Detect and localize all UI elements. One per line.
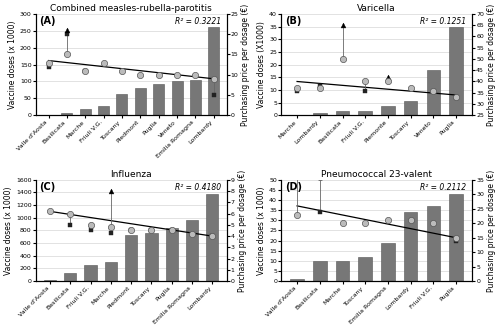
Bar [358,112,372,115]
Title: Pneumococcal 23-valent: Pneumococcal 23-valent [321,170,432,179]
Text: R² = 0.4180: R² = 0.4180 [174,183,221,192]
Title: Combined measles-rubella-parotitis: Combined measles-rubella-parotitis [50,4,212,13]
Text: (C): (C) [40,182,56,192]
Title: Influenza: Influenza [110,170,152,179]
Y-axis label: Vaccine doses (X1000): Vaccine doses (X1000) [258,21,266,108]
Y-axis label: Purchasing price per dosage (€): Purchasing price per dosage (€) [242,4,250,126]
Bar [336,261,349,281]
Bar [190,80,201,115]
Bar [404,101,417,115]
Y-axis label: Purchasing price per dosage (€): Purchasing price per dosage (€) [487,4,496,126]
Y-axis label: Vaccine doses (x 1000): Vaccine doses (x 1000) [8,20,17,109]
Bar [450,27,463,115]
Y-axis label: Vaccine doses (x 1000): Vaccine doses (x 1000) [4,186,13,275]
Bar [381,106,395,115]
Text: R² = 0.2112: R² = 0.2112 [420,183,467,192]
Bar [62,113,72,115]
Bar [172,81,182,115]
Bar [64,273,76,281]
Bar [336,112,349,115]
Bar [290,279,304,281]
Bar [146,233,158,281]
Text: (B): (B) [285,16,302,26]
Text: R² = 0.1251: R² = 0.1251 [420,17,467,26]
Bar [450,194,463,281]
Bar [125,235,138,281]
Bar [105,263,117,281]
Y-axis label: Purchasing price per dosage (€): Purchasing price per dosage (€) [238,169,246,291]
Title: Varicella: Varicella [358,4,396,13]
Bar [80,109,91,115]
Bar [44,280,56,281]
Text: (D): (D) [285,182,302,192]
Bar [135,88,146,115]
Bar [404,212,417,281]
Bar [381,243,395,281]
Bar [290,114,304,115]
Bar [116,94,128,115]
Y-axis label: Vaccine doses (x 1000): Vaccine doses (x 1000) [258,186,266,275]
Bar [186,220,198,281]
Bar [98,106,109,115]
Bar [313,261,326,281]
Bar [166,228,178,281]
Bar [426,70,440,115]
Bar [84,265,96,281]
Bar [206,194,218,281]
Text: (A): (A) [40,16,56,26]
Bar [358,257,372,281]
Bar [313,113,326,115]
Bar [208,27,219,115]
Y-axis label: Purchasing price per dosage (€): Purchasing price per dosage (€) [487,169,496,291]
Bar [43,114,54,115]
Bar [426,206,440,281]
Text: R² = 0.3221: R² = 0.3221 [174,17,221,26]
Bar [153,84,164,115]
